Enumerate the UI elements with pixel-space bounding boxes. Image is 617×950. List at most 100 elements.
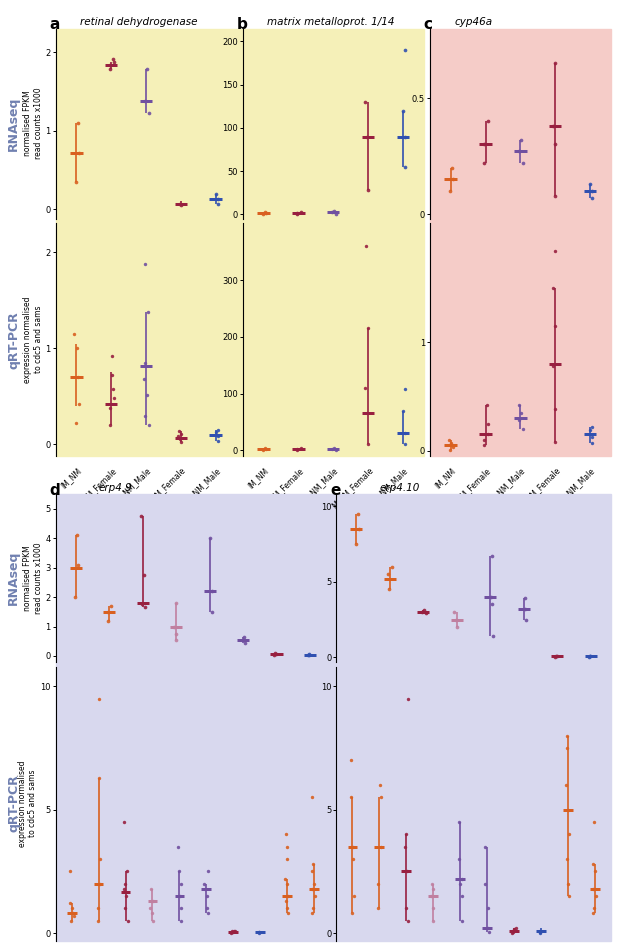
Point xyxy=(455,876,465,891)
Point xyxy=(562,728,572,743)
Point xyxy=(348,839,358,854)
Point xyxy=(304,647,314,662)
Point xyxy=(331,206,341,221)
Point xyxy=(173,864,183,879)
Point xyxy=(74,145,84,161)
Point xyxy=(535,923,545,939)
Point xyxy=(363,436,373,451)
Point xyxy=(487,597,497,612)
Point xyxy=(507,925,517,940)
Point xyxy=(421,606,431,621)
Point xyxy=(587,435,597,450)
Point xyxy=(304,646,314,661)
Point xyxy=(561,777,571,792)
Point xyxy=(445,442,455,457)
Point xyxy=(199,876,209,891)
Point xyxy=(254,924,264,940)
Point xyxy=(521,612,531,627)
Point xyxy=(550,56,560,71)
Point xyxy=(176,434,186,449)
Point xyxy=(281,839,291,854)
Point xyxy=(283,905,293,921)
Point xyxy=(327,204,337,219)
Point xyxy=(292,206,302,221)
Point xyxy=(329,203,339,218)
Point xyxy=(327,442,337,457)
Point xyxy=(400,901,410,916)
Point xyxy=(387,559,397,574)
Point xyxy=(449,440,458,455)
Point xyxy=(520,591,530,606)
Point xyxy=(213,423,223,438)
Point xyxy=(122,864,132,879)
Point xyxy=(70,589,80,605)
Point xyxy=(123,913,133,928)
Y-axis label: expression normalised
to cdc5 and sams: expression normalised to cdc5 and sams xyxy=(18,760,38,846)
Point xyxy=(175,888,184,903)
Point xyxy=(308,901,318,916)
Text: RNAseq: RNAseq xyxy=(7,551,20,605)
Point xyxy=(449,604,459,619)
Point xyxy=(550,318,560,333)
Point xyxy=(207,583,217,598)
Point xyxy=(564,826,574,842)
Point xyxy=(384,581,394,597)
Point xyxy=(428,913,438,928)
Point xyxy=(548,359,558,374)
Point xyxy=(535,924,545,940)
Text: d: d xyxy=(49,483,60,498)
Point xyxy=(400,43,410,58)
Point xyxy=(137,597,147,612)
Text: e: e xyxy=(330,483,341,498)
Point xyxy=(534,925,544,940)
Point xyxy=(550,188,560,203)
Point xyxy=(402,864,412,879)
Text: b: b xyxy=(236,17,247,32)
Point xyxy=(399,103,408,118)
Point xyxy=(331,442,341,457)
Point xyxy=(230,923,240,939)
Point xyxy=(120,814,130,829)
Point xyxy=(103,604,113,619)
Point xyxy=(510,922,520,937)
Point xyxy=(139,567,149,582)
Point xyxy=(589,814,598,829)
Point xyxy=(346,752,356,768)
Point xyxy=(143,304,152,319)
Point xyxy=(308,856,318,871)
Point xyxy=(260,204,270,219)
Point xyxy=(514,397,524,412)
Point xyxy=(562,740,572,755)
Point xyxy=(109,390,118,406)
Point xyxy=(354,522,363,537)
Point xyxy=(258,206,268,221)
Point xyxy=(207,604,217,619)
Point xyxy=(404,913,413,928)
Point xyxy=(142,62,152,77)
Point xyxy=(66,913,76,928)
Point xyxy=(479,432,489,447)
Point xyxy=(400,160,410,175)
Point xyxy=(445,183,455,199)
Point xyxy=(146,881,156,896)
Point xyxy=(109,55,118,70)
Point xyxy=(480,839,490,854)
Point xyxy=(168,619,178,635)
Point xyxy=(105,400,115,415)
Point xyxy=(483,427,493,442)
Point xyxy=(479,438,489,453)
Point xyxy=(585,649,595,664)
Point xyxy=(588,881,598,896)
Point xyxy=(586,177,595,192)
Point xyxy=(428,901,437,916)
Point xyxy=(202,901,212,916)
Point xyxy=(373,876,383,891)
Point xyxy=(376,839,386,854)
Y-axis label: normalised FPKM
read counts x1000: normalised FPKM read counts x1000 xyxy=(23,87,43,160)
Point xyxy=(307,789,317,805)
Point xyxy=(96,876,106,891)
Point xyxy=(105,418,115,433)
Point xyxy=(72,527,82,542)
Point xyxy=(400,129,410,144)
Point xyxy=(270,645,280,660)
